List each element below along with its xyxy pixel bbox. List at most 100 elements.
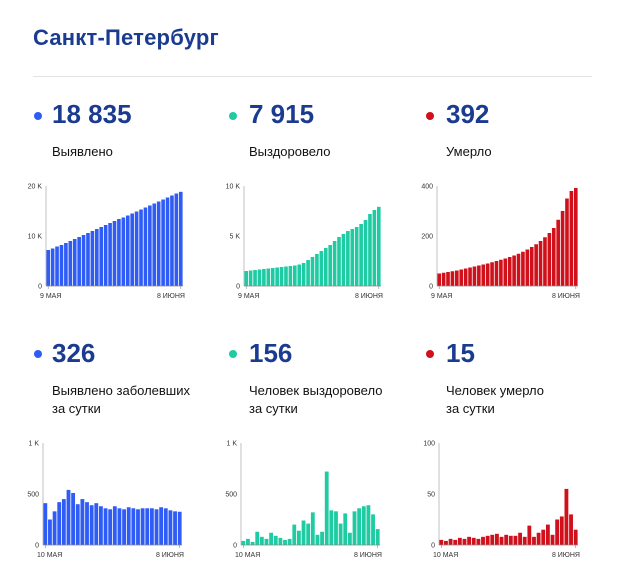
bar	[55, 246, 59, 286]
bar	[283, 539, 287, 545]
bar	[550, 534, 555, 545]
bar	[565, 198, 569, 286]
bar	[264, 538, 269, 545]
stat-value: 326	[52, 338, 96, 368]
bar	[99, 227, 104, 286]
bar	[337, 237, 341, 286]
stat-label: Выздоровело	[249, 144, 331, 159]
bar	[310, 512, 315, 545]
bar	[573, 188, 578, 286]
bar	[372, 210, 377, 286]
bar	[145, 508, 150, 545]
bar	[346, 231, 350, 286]
bar	[99, 506, 103, 545]
bar	[536, 532, 541, 545]
bar	[89, 505, 94, 545]
x-tick-label: 10 МАЯ	[433, 552, 458, 559]
bar	[117, 508, 122, 545]
bar	[495, 533, 499, 545]
bar	[108, 223, 112, 286]
bar	[163, 508, 168, 545]
legend-dot-green	[229, 350, 237, 358]
x-tick-label: 8 ИЮНЯ	[552, 552, 580, 559]
bar	[177, 511, 182, 545]
bar	[320, 531, 324, 545]
bar	[347, 532, 352, 545]
bar	[90, 231, 95, 286]
bar	[50, 248, 55, 286]
bar	[319, 251, 324, 286]
bar	[156, 201, 161, 286]
bar	[59, 245, 64, 286]
y-tick-label: 0	[233, 543, 237, 550]
x-tick-label: 8 ИЮНЯ	[354, 552, 382, 559]
bar	[301, 520, 306, 545]
bar	[462, 538, 467, 545]
bar	[361, 506, 366, 545]
bar	[117, 219, 121, 286]
bar	[43, 503, 48, 545]
bar	[112, 221, 117, 286]
y-tick-label: 0	[38, 284, 42, 291]
bar	[72, 239, 77, 286]
bar	[293, 265, 297, 286]
bar	[450, 271, 455, 286]
bar	[439, 539, 444, 545]
bar	[250, 541, 255, 545]
bar	[352, 511, 357, 545]
y-tick-label: 0	[35, 543, 39, 550]
bar	[516, 253, 521, 286]
bar	[359, 224, 363, 286]
page-title: Санкт-Петербург	[33, 25, 219, 50]
bar	[371, 514, 375, 545]
bar	[467, 536, 472, 545]
y-tick-label: 0	[236, 284, 240, 291]
bar	[170, 195, 174, 286]
y-tick-label: 10 K	[28, 234, 43, 241]
bar	[338, 523, 343, 545]
bar	[95, 229, 99, 286]
bar	[559, 516, 564, 545]
bar	[278, 537, 283, 545]
bar	[80, 499, 85, 545]
bar	[444, 540, 448, 545]
legend-dot-red	[426, 350, 434, 358]
bar	[508, 535, 513, 545]
bar	[499, 259, 503, 286]
bar	[244, 271, 249, 286]
bar	[569, 514, 573, 545]
bar	[366, 505, 371, 545]
y-tick-label: 200	[421, 234, 433, 241]
bar	[136, 509, 140, 545]
bar	[560, 211, 565, 286]
bar	[259, 536, 264, 545]
stat-value: 392	[446, 99, 490, 129]
bar	[350, 229, 355, 286]
bar	[375, 529, 380, 545]
bar	[174, 193, 179, 286]
bar	[134, 211, 139, 286]
legend-dot-blue	[34, 350, 42, 358]
bar	[507, 257, 512, 286]
bar	[140, 508, 145, 545]
bar	[521, 251, 525, 286]
x-tick-label: 9 МАЯ	[40, 293, 61, 300]
bar	[48, 519, 52, 545]
bar	[357, 508, 362, 545]
bar	[103, 225, 108, 286]
bar	[143, 207, 148, 286]
y-tick-label: 1 K	[226, 441, 237, 448]
bar	[446, 272, 450, 286]
bar	[275, 267, 279, 286]
bar	[315, 534, 320, 545]
bar	[270, 268, 275, 286]
bar	[499, 536, 504, 545]
legend-dot-blue	[34, 112, 42, 120]
bar	[297, 530, 301, 545]
bar	[573, 529, 578, 545]
bar	[112, 506, 117, 545]
bar	[262, 269, 266, 286]
